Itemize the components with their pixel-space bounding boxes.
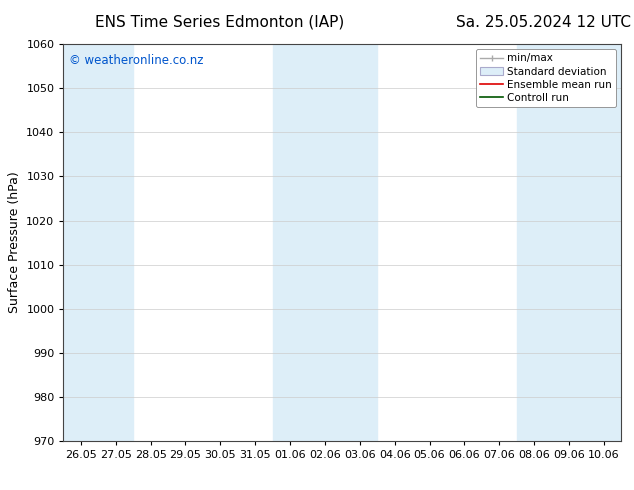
- Text: ENS Time Series Edmonton (IAP): ENS Time Series Edmonton (IAP): [95, 15, 344, 30]
- Bar: [517, 44, 621, 441]
- Y-axis label: Surface Pressure (hPa): Surface Pressure (hPa): [8, 172, 21, 314]
- Text: © weatheronline.co.nz: © weatheronline.co.nz: [69, 54, 204, 67]
- Bar: [273, 44, 377, 441]
- Bar: [63, 44, 133, 441]
- Legend: min/max, Standard deviation, Ensemble mean run, Controll run: min/max, Standard deviation, Ensemble me…: [476, 49, 616, 107]
- Text: Sa. 25.05.2024 12 UTC: Sa. 25.05.2024 12 UTC: [456, 15, 631, 30]
